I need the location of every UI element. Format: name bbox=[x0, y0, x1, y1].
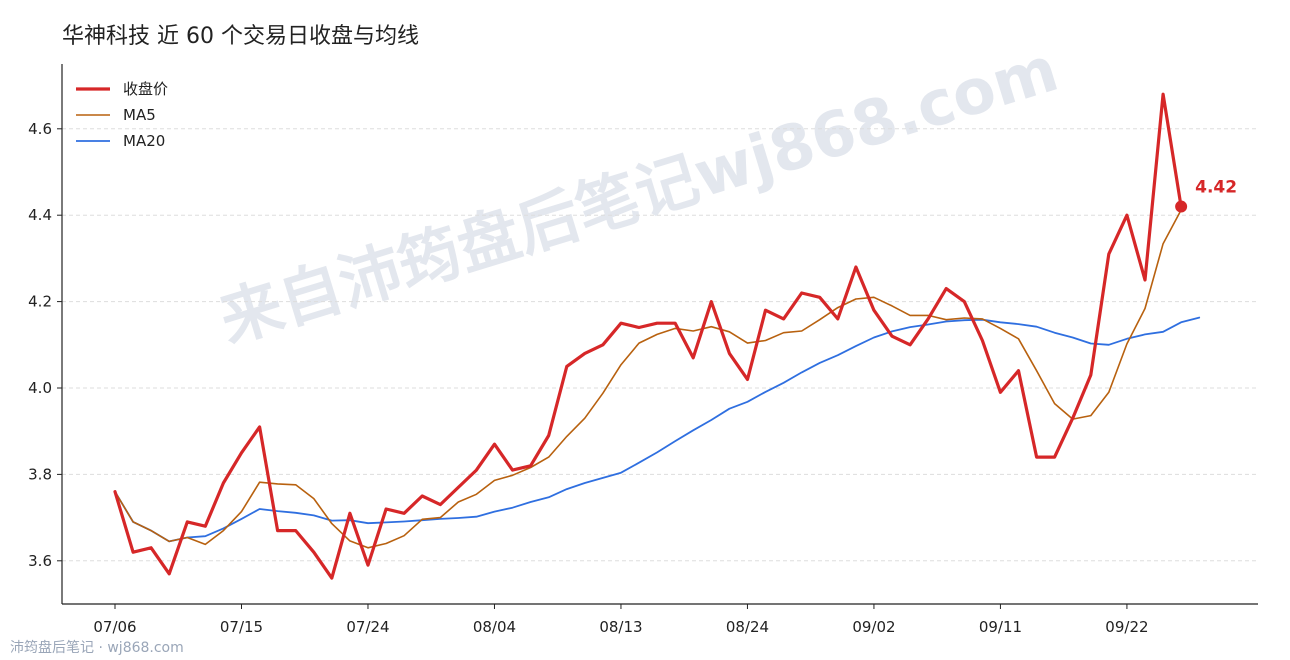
x-tick-label: 08/13 bbox=[599, 618, 642, 636]
series-ma5-line bbox=[114, 209, 1182, 549]
y-tick-label: 4.2 bbox=[28, 293, 52, 311]
legend-label: MA5 bbox=[123, 106, 156, 124]
x-tick-label: 08/24 bbox=[726, 618, 769, 636]
y-axis-ticks: 3.6 3.8 4.0 4.2 4.4 4.6 bbox=[28, 120, 62, 570]
legend: 收盘价 MA5 MA20 bbox=[76, 80, 168, 150]
series-ma20-line bbox=[114, 316, 1201, 543]
x-tick-label: 08/04 bbox=[473, 618, 516, 636]
watermark-text: 来自沛筠盘后笔记wj868.com bbox=[211, 32, 1066, 357]
y-tick-label: 3.8 bbox=[28, 465, 52, 483]
y-tick-label: 3.6 bbox=[28, 552, 52, 570]
legend-label: 收盘价 bbox=[123, 80, 168, 98]
chart-title: 华神科技 近 60 个交易日收盘与均线 bbox=[62, 24, 419, 49]
x-tick-label: 09/02 bbox=[852, 618, 895, 636]
last-value-label: 4.42 bbox=[1195, 178, 1237, 198]
y-tick-label: 4.4 bbox=[28, 206, 52, 224]
series-lines bbox=[113, 92, 1201, 580]
y-tick-label: 4.0 bbox=[28, 379, 52, 397]
watermark-footer: 沛筠盘后笔记 · wj868.com bbox=[10, 640, 184, 656]
last-value-dot bbox=[1175, 200, 1188, 213]
last-value-marker: 4.42 bbox=[1175, 178, 1237, 213]
x-tick-label: 07/15 bbox=[220, 618, 263, 636]
x-tick-label: 09/22 bbox=[1105, 618, 1148, 636]
x-tick-label: 07/24 bbox=[346, 618, 389, 636]
series-close-line bbox=[113, 92, 1183, 580]
grid-lines bbox=[62, 128, 1258, 562]
x-tick-label: 07/06 bbox=[93, 618, 136, 636]
axes bbox=[61, 64, 1258, 605]
x-tick-label: 09/11 bbox=[979, 618, 1022, 636]
watermark-center: 来自沛筠盘后笔记wj868.com bbox=[211, 32, 1066, 357]
y-tick-label: 4.6 bbox=[28, 120, 52, 138]
legend-label: MA20 bbox=[123, 132, 165, 150]
x-axis-ticks: 07/06 07/15 07/24 08/04 08/13 08/24 09/02 09/11… bbox=[93, 604, 1149, 636]
